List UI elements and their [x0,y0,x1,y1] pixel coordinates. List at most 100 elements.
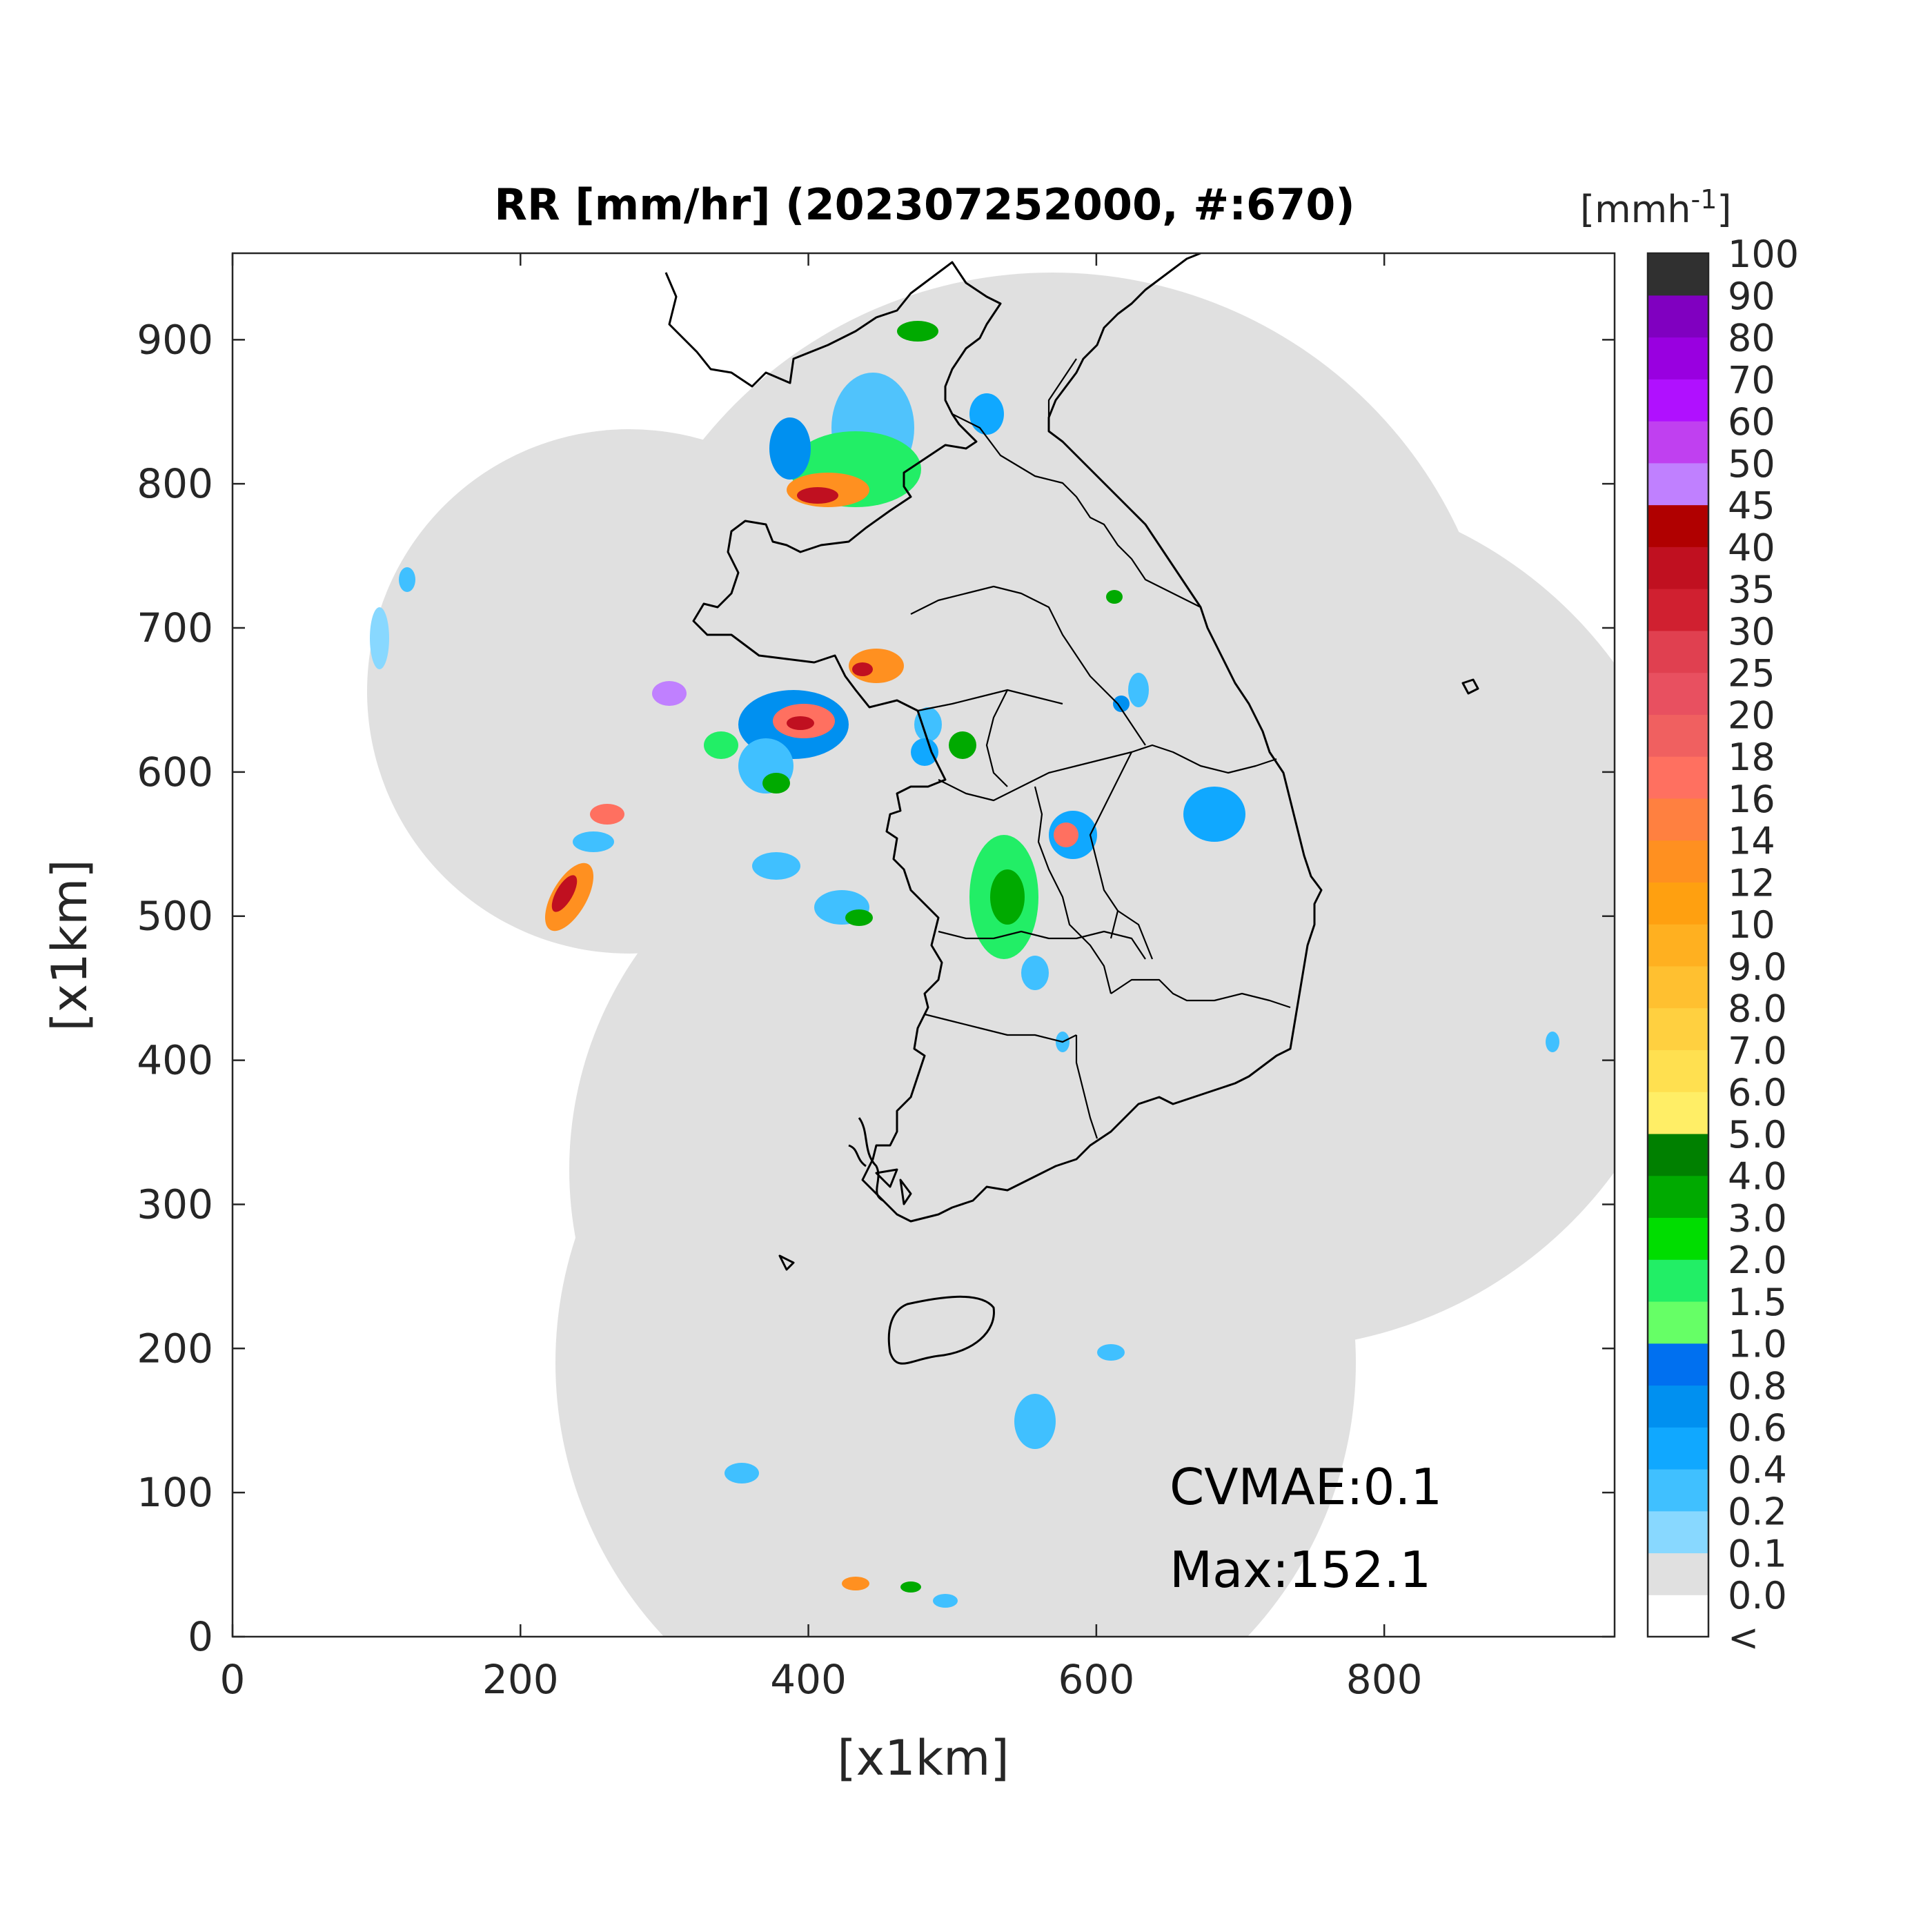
colorbar-tick-label: 3.0 [1728,1196,1787,1240]
y-tick-label: 500 [137,893,213,940]
colorbar-swatch [1648,337,1708,379]
colorbar-tick-label: 14 [1728,820,1775,863]
colorbar: <0.00.10.20.40.60.81.01.52.03.04.05.06.0… [1646,233,1799,1659]
colorbar-tick-label: 12 [1728,861,1775,905]
colorbar-tick-label: 90 [1728,275,1775,318]
colorbar-tick-label: 30 [1728,610,1775,653]
colorbar-swatch [1648,1595,1708,1637]
colorbar-swatch [1648,295,1708,338]
colorbar-swatch [1648,1217,1708,1260]
colorbar-swatch [1648,546,1708,589]
colorbar-swatch [1648,1049,1708,1092]
colorbar-swatch [1648,924,1708,967]
x-tick-label: 400 [770,1656,847,1703]
colorbar-tick-label: 45 [1728,484,1775,528]
colorbar-tick-label: 0.2 [1728,1490,1787,1534]
colorbar-tick-label: 2.0 [1728,1239,1787,1282]
colorbar-swatch [1648,1092,1708,1134]
colorbar-tick-label: 0.6 [1728,1406,1787,1450]
coastline [664,253,1479,1365]
colorbar-swatch [1648,379,1708,422]
colorbar-tick-label: 1.0 [1728,1323,1787,1366]
colorbar-swatch [1648,840,1708,883]
colorbar-tick-label: 80 [1728,317,1775,360]
rain-echoes [370,321,1559,1608]
colorbar-tick-label: 16 [1728,778,1775,821]
colorbar-swatch [1648,965,1708,1009]
x-axis-label: [x1km] [837,1730,1009,1786]
x-tick-label: 800 [1346,1656,1423,1703]
colorbar-tick-label: 60 [1728,400,1775,444]
y-tick-label: 200 [137,1325,213,1372]
colorbar-swatch [1648,1259,1708,1302]
colorbar-swatch [1648,1385,1708,1428]
colorbar-swatch [1648,1007,1708,1050]
colorbar-unit-close: ] [1717,188,1731,231]
x-tick-label: 600 [1058,1656,1135,1703]
cvmae-label: CVMAE:0.1 [1170,1458,1442,1516]
colorbar-swatch [1648,589,1708,631]
colorbar-tick-label: 18 [1728,736,1775,779]
x-axis: 0 200 400 600 800 [220,253,1423,1703]
colorbar-tick-label: < [1728,1616,1759,1659]
province-borders [910,358,1291,1139]
colorbar-tick-label: 50 [1728,442,1775,486]
colorbar-tick-label: 70 [1728,358,1775,402]
figure-title: RR [mm/hr] (202307252000, #:670) [494,179,1355,230]
plot-frame [231,252,1616,1638]
y-tick-label: 0 [188,1613,213,1660]
colorbar-tick-label: 35 [1728,568,1775,611]
colorbar-swatch [1648,756,1708,799]
colorbar-tick-label: 9.0 [1728,945,1787,989]
colorbar-swatch [1648,421,1708,464]
colorbar-swatch [1648,630,1708,673]
colorbar-unit-exponent: -1 [1691,184,1717,215]
colorbar-tick-label: 0.1 [1728,1532,1787,1575]
colorbar-swatch [1648,882,1708,925]
colorbar-swatch [1648,1468,1708,1512]
colorbar-tick-label: 5.0 [1728,1113,1787,1156]
colorbar-swatch [1648,798,1708,841]
colorbar-swatch [1648,462,1708,506]
colorbar-swatch [1648,253,1708,296]
map-area [367,253,1615,1637]
colorbar-tick-label: 7.0 [1728,1029,1787,1072]
colorbar-unit-label: [mmh-1] [1580,184,1731,231]
y-tick-label: 400 [137,1037,213,1084]
colorbar-swatch [1648,504,1708,547]
colorbar-swatch [1648,714,1708,757]
colorbar-tick-label: 20 [1728,693,1775,737]
colorbar-swatch [1648,1301,1708,1344]
max-label: Max:152.1 [1170,1541,1431,1599]
colorbar-tick-label: 25 [1728,652,1775,696]
colorbar-tick-label: 100 [1728,233,1799,276]
colorbar-unit-text: [mmh [1580,188,1691,231]
colorbar-tick-label: 8.0 [1728,987,1787,1031]
y-tick-label: 700 [137,604,213,651]
colorbar-tick-label: 0.4 [1728,1448,1787,1492]
colorbar-frame [1646,252,1710,1638]
colorbar-swatch [1648,1133,1708,1176]
colorbar-tick-label: 1.5 [1728,1281,1787,1324]
colorbar-swatch [1648,1343,1708,1386]
y-tick-label: 100 [137,1469,213,1516]
y-tick-label: 300 [137,1181,213,1228]
colorbar-swatch [1648,672,1708,715]
colorbar-tick-label: 10 [1728,903,1775,947]
x-tick-label: 200 [482,1656,559,1703]
y-tick-label: 800 [137,460,213,507]
colorbar-swatch [1648,1427,1708,1470]
y-tick-label: 600 [137,749,213,796]
colorbar-swatch [1648,1510,1708,1554]
colorbar-tick-label: 6.0 [1728,1071,1787,1114]
colorbar-tick-label: 0.8 [1728,1364,1787,1408]
radar-coverage [367,273,1615,1637]
x-tick-label: 0 [220,1656,246,1703]
colorbar-tick-label: 40 [1728,526,1775,569]
colorbar-tick-label: 0.0 [1728,1574,1787,1617]
y-axis: 0 100 200 300 400 500 600 700 800 900 [137,316,1615,1660]
colorbar-swatch [1648,1552,1708,1595]
y-axis-label: [x1km] [41,859,98,1031]
y-tick-label: 900 [137,316,213,363]
